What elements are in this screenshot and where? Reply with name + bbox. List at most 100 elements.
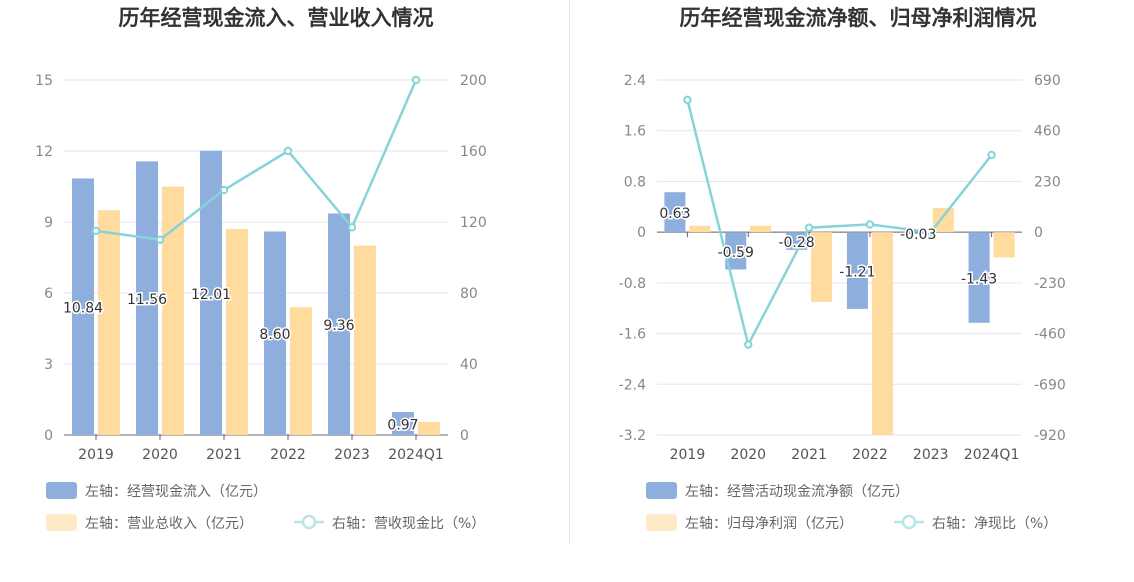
right-axis-tick: 120 xyxy=(460,215,487,231)
left-axis-tick: 6 xyxy=(44,286,53,302)
x-tick-label: 2023 xyxy=(913,447,949,463)
line-point xyxy=(865,220,875,229)
x-tick-label: 2019 xyxy=(78,447,114,463)
bar-series1 xyxy=(264,231,286,435)
line-point xyxy=(155,235,165,244)
data-label: -1.43 xyxy=(961,271,997,287)
left-axis-tick: 1.6 xyxy=(624,124,646,140)
data-label: -1.21 xyxy=(839,264,875,280)
bar-series2 xyxy=(162,186,184,435)
bar-series2 xyxy=(418,421,440,435)
line-point xyxy=(91,226,101,236)
bar-series2 xyxy=(811,232,833,302)
line-series xyxy=(95,79,418,242)
x-tick-label: 2022 xyxy=(270,447,306,463)
line-point xyxy=(219,185,229,195)
bar-series1 xyxy=(725,232,747,270)
bar-series2 xyxy=(932,208,954,233)
right-axis-tick: -230 xyxy=(1034,276,1066,292)
left-axis-tick: 2.4 xyxy=(624,73,646,89)
left-axis-tick: -2.4 xyxy=(619,377,646,393)
line-point xyxy=(411,75,421,85)
data-label: 0.63 xyxy=(659,206,690,222)
line-point xyxy=(683,95,692,105)
data-label: 0.97 xyxy=(387,418,418,434)
data-label: 10.84 xyxy=(63,301,103,317)
line-series xyxy=(686,99,993,349)
data-label: -0.03 xyxy=(900,227,936,243)
chart-divider xyxy=(569,0,570,545)
legend-swatch-series1 xyxy=(646,482,677,499)
data-label: 8.60 xyxy=(259,327,290,343)
x-tick-label: 2019 xyxy=(670,447,706,463)
legend-swatch-series1 xyxy=(46,482,77,499)
left-axis-tick: 9 xyxy=(44,215,53,231)
chart-title: 历年经营现金流净额、归母净利润情况 xyxy=(680,6,1037,30)
right-axis-tick: 200 xyxy=(460,73,487,89)
right-axis-tick: 230 xyxy=(1034,174,1061,190)
right-axis-tick: -690 xyxy=(1034,377,1066,393)
bar-series2 xyxy=(226,229,248,435)
bar-series2 xyxy=(290,307,312,435)
x-tick-label: 2021 xyxy=(206,447,242,463)
left-axis-tick: -1.6 xyxy=(619,327,646,343)
line-point xyxy=(804,223,814,232)
data-label: 11.56 xyxy=(127,292,167,308)
data-label: 9.36 xyxy=(323,318,354,334)
left-axis-tick: -0.8 xyxy=(619,276,646,292)
bar-series2 xyxy=(993,232,1015,258)
bar-series1 xyxy=(907,232,929,235)
left-axis-tick: -3.2 xyxy=(619,428,646,444)
bar-series2 xyxy=(750,225,772,233)
x-tick-label: 2020 xyxy=(142,447,178,463)
left-axis-tick: 12 xyxy=(35,144,53,160)
netflow-profit-chart: 历年经营现金流净额、归母净利润情况 -3.2 -2.4 -1.6 -0.8 0 0.8 1.6… xyxy=(619,6,1066,532)
right-axis-tick: 0 xyxy=(1034,225,1043,241)
bar-series1 xyxy=(664,192,686,233)
left-axis-tick: 15 xyxy=(35,73,53,89)
bar-series1 xyxy=(136,161,158,435)
legend-swatch-series2 xyxy=(46,514,77,531)
legend-swatch-series3-marker xyxy=(301,514,317,530)
bar-series1 xyxy=(72,178,94,435)
x-tick-label: 2024Q1 xyxy=(388,447,444,463)
left-axis-tick: 0 xyxy=(44,428,53,444)
right-axis-tick: 0 xyxy=(460,428,469,444)
line-point xyxy=(744,340,753,349)
x-tick-label: 2024Q1 xyxy=(964,447,1020,463)
bar-series2 xyxy=(354,245,376,435)
data-label: -0.59 xyxy=(718,245,754,261)
right-axis-tick: -460 xyxy=(1034,327,1066,343)
chart-title: 历年经营现金流入、营业收入情况 xyxy=(119,6,434,30)
legend-label-series3: 右轴：营收现金比（%） xyxy=(332,516,485,532)
bar-series1 xyxy=(200,150,222,435)
x-tick-label: 2021 xyxy=(791,447,827,463)
bar-series1 xyxy=(968,232,990,323)
legend-swatch-series3-marker xyxy=(901,514,917,530)
legend-label-series2: 左轴：归母净利润（亿元） xyxy=(685,515,853,532)
data-label: -0.28 xyxy=(778,235,814,251)
bar-series2 xyxy=(871,232,893,435)
bar-series1 xyxy=(786,232,808,250)
right-axis-tick: 690 xyxy=(1034,73,1061,89)
bar-series1 xyxy=(846,232,868,309)
legend-label-series1: 左轴：经营现金流入（亿元） xyxy=(85,484,267,500)
legend-swatch-series2 xyxy=(646,514,677,531)
x-tick-label: 2020 xyxy=(730,447,766,463)
line-point xyxy=(283,146,293,156)
bar-series2 xyxy=(689,225,711,233)
line-point xyxy=(987,150,996,160)
bar-series1 xyxy=(328,213,350,435)
right-axis-tick: 40 xyxy=(460,357,478,373)
right-axis-tick: 160 xyxy=(460,144,487,160)
legend-label-series3: 右轴：净现比（%） xyxy=(932,516,1057,532)
bar-series1 xyxy=(392,412,414,435)
x-tick-label: 2023 xyxy=(334,447,370,463)
bar-series2 xyxy=(98,210,120,435)
left-axis-tick: 0 xyxy=(637,225,646,241)
cashflow-revenue-chart: 历年经营现金流入、营业收入情况 0 3 6 9 12 15 0 40 80 120 160 200 201… xyxy=(35,6,487,532)
left-axis-tick: 0.8 xyxy=(624,174,646,190)
left-axis-tick: 3 xyxy=(44,357,53,373)
line-point xyxy=(347,223,357,232)
